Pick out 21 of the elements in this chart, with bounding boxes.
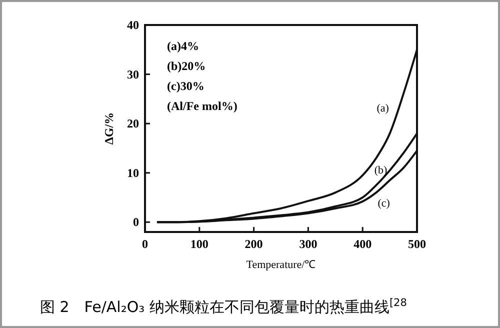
y-tick-label: 10 xyxy=(127,166,139,180)
x-tick-label: 100 xyxy=(190,237,208,251)
y-tick-label: 20 xyxy=(127,116,139,131)
y-axis-title: ΔG/% xyxy=(102,112,116,145)
series-label: (b) xyxy=(374,164,388,176)
y-tick-label: 30 xyxy=(127,67,139,82)
x-tick-label: 400 xyxy=(354,237,372,251)
series-label: (c) xyxy=(378,197,390,210)
series-label: (a) xyxy=(376,102,390,114)
x-axis-title: Temperature/℃ xyxy=(246,259,316,271)
x-tick-label: 500 xyxy=(408,237,426,251)
y-tick-label: 0 xyxy=(133,215,139,230)
text: 图 2 Fe/Al₂O₃ 纳米颗粒在不同包覆量时的热重曲线$^{[28}$ xyxy=(40,297,407,316)
x-tick-label: 0 xyxy=(142,237,148,251)
annotation: (Al/Fe mol%) xyxy=(167,99,238,113)
x-tick-label: 200 xyxy=(244,237,263,251)
y-tick-label: 40 xyxy=(127,18,139,32)
annotation: (c)30% xyxy=(167,79,204,93)
annotation: (b)20% xyxy=(167,59,206,73)
x-tick-label: 300 xyxy=(299,237,318,251)
annotation: (a)4% xyxy=(167,39,199,53)
